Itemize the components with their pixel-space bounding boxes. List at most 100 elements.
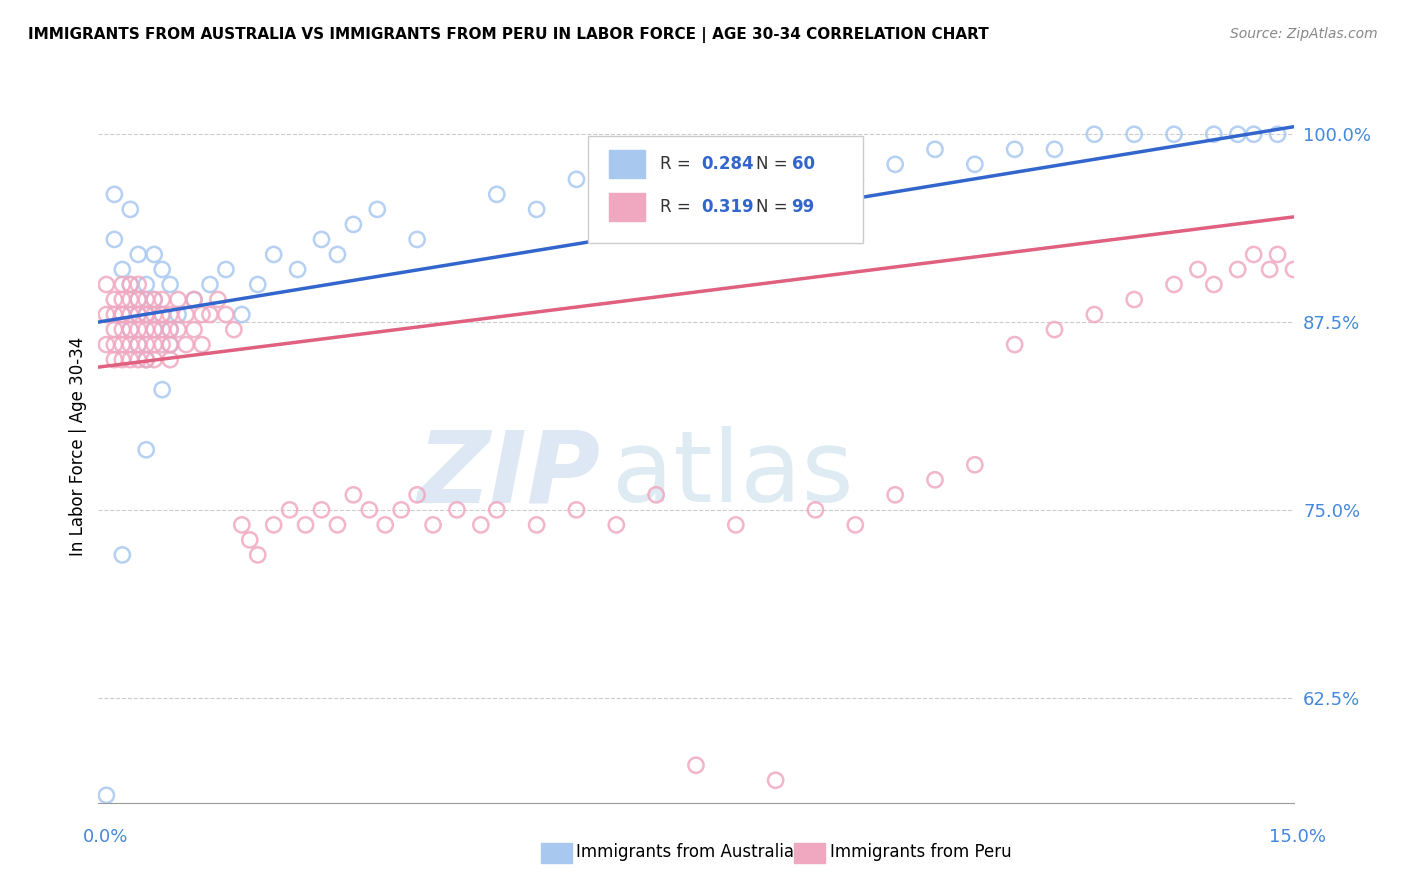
Point bbox=[963, 458, 986, 472]
Point bbox=[143, 293, 166, 307]
Point bbox=[1243, 128, 1265, 142]
Point bbox=[159, 322, 181, 336]
Point bbox=[311, 503, 333, 517]
Text: IMMIGRANTS FROM AUSTRALIA VS IMMIGRANTS FROM PERU IN LABOR FORCE | AGE 30-34 COR: IMMIGRANTS FROM AUSTRALIA VS IMMIGRANTS … bbox=[28, 27, 988, 43]
Point bbox=[150, 383, 173, 397]
Point bbox=[1202, 277, 1225, 292]
Text: 0.319: 0.319 bbox=[700, 198, 754, 216]
Point bbox=[231, 308, 253, 322]
Point bbox=[120, 202, 142, 217]
Point bbox=[96, 308, 118, 322]
Point bbox=[143, 293, 166, 307]
Point bbox=[111, 308, 134, 322]
Point bbox=[135, 308, 157, 322]
Point bbox=[111, 262, 134, 277]
Point bbox=[135, 322, 157, 336]
Point bbox=[103, 352, 125, 367]
Y-axis label: In Labor Force | Age 30-34: In Labor Force | Age 30-34 bbox=[69, 336, 87, 556]
Point bbox=[174, 337, 197, 351]
Point bbox=[143, 337, 166, 351]
Point bbox=[150, 262, 173, 277]
Point bbox=[366, 202, 388, 217]
Point bbox=[215, 262, 238, 277]
Point bbox=[924, 142, 946, 156]
Point bbox=[1083, 128, 1105, 142]
Point bbox=[645, 172, 668, 186]
Point bbox=[135, 352, 157, 367]
Point bbox=[294, 517, 316, 532]
Point bbox=[804, 157, 827, 171]
Text: Source: ZipAtlas.com: Source: ZipAtlas.com bbox=[1230, 27, 1378, 41]
Point bbox=[1267, 128, 1289, 142]
Point bbox=[159, 352, 181, 367]
FancyBboxPatch shape bbox=[589, 136, 863, 243]
Point bbox=[183, 293, 205, 307]
Point bbox=[120, 322, 142, 336]
Point bbox=[111, 548, 134, 562]
Point bbox=[111, 352, 134, 367]
Point bbox=[103, 337, 125, 351]
Point bbox=[96, 277, 118, 292]
Point bbox=[183, 293, 205, 307]
Point bbox=[198, 277, 221, 292]
Point bbox=[120, 322, 142, 336]
Point bbox=[143, 352, 166, 367]
Point bbox=[215, 308, 238, 322]
Point bbox=[446, 503, 468, 517]
Point bbox=[167, 293, 190, 307]
Point bbox=[120, 352, 142, 367]
Point bbox=[103, 232, 125, 246]
Text: atlas: atlas bbox=[613, 426, 853, 523]
Point bbox=[135, 308, 157, 322]
Point bbox=[1226, 128, 1249, 142]
Point bbox=[1043, 142, 1066, 156]
Point bbox=[1163, 277, 1185, 292]
Point bbox=[804, 503, 827, 517]
Point bbox=[127, 337, 149, 351]
Point bbox=[287, 262, 309, 277]
Point bbox=[278, 503, 301, 517]
Point bbox=[645, 488, 668, 502]
Point bbox=[135, 293, 157, 307]
Point bbox=[1123, 128, 1146, 142]
Point bbox=[884, 488, 907, 502]
Point bbox=[326, 517, 349, 532]
Text: 0.0%: 0.0% bbox=[83, 828, 128, 846]
Point bbox=[389, 503, 412, 517]
Point bbox=[1187, 262, 1209, 277]
Point bbox=[724, 517, 747, 532]
Point bbox=[96, 789, 118, 803]
Point bbox=[1202, 128, 1225, 142]
Point bbox=[159, 277, 181, 292]
Point bbox=[222, 322, 245, 336]
Point bbox=[103, 322, 125, 336]
Text: Immigrants from Australia: Immigrants from Australia bbox=[576, 843, 794, 861]
Point bbox=[231, 517, 253, 532]
Point bbox=[724, 157, 747, 171]
Text: ZIP: ZIP bbox=[418, 426, 600, 523]
Point bbox=[96, 337, 118, 351]
Point bbox=[120, 277, 142, 292]
Point bbox=[111, 293, 134, 307]
Point bbox=[565, 503, 588, 517]
Point bbox=[765, 172, 787, 186]
Point bbox=[150, 293, 173, 307]
Point bbox=[159, 308, 181, 322]
Point bbox=[167, 308, 190, 322]
Point bbox=[111, 337, 134, 351]
Text: 0.284: 0.284 bbox=[700, 155, 754, 173]
Point bbox=[1004, 337, 1026, 351]
Point bbox=[326, 247, 349, 261]
Point bbox=[884, 157, 907, 171]
Point bbox=[246, 548, 269, 562]
Point bbox=[1243, 247, 1265, 261]
Point bbox=[127, 293, 149, 307]
Point bbox=[103, 187, 125, 202]
Point bbox=[135, 277, 157, 292]
Point bbox=[263, 247, 285, 261]
Point bbox=[359, 503, 381, 517]
Point bbox=[159, 322, 181, 336]
Point bbox=[1004, 142, 1026, 156]
Point bbox=[207, 293, 229, 307]
Point bbox=[120, 337, 142, 351]
